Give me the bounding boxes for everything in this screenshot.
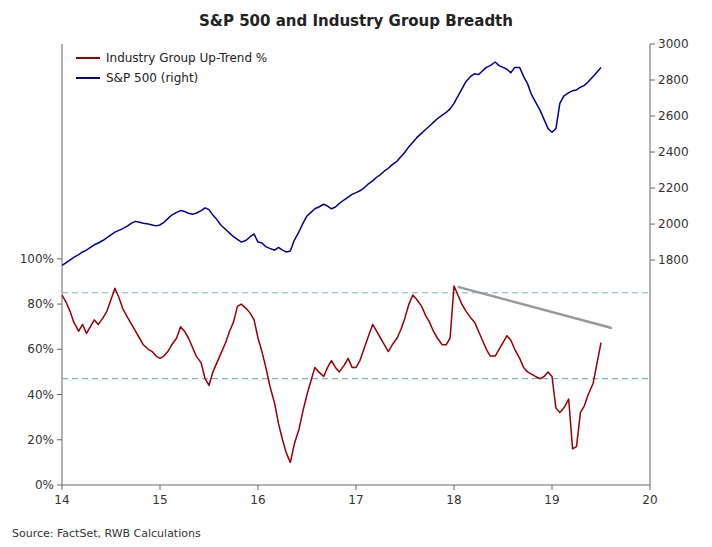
y2-tick <box>650 80 655 81</box>
y2-tick <box>650 44 655 45</box>
series-line <box>62 62 601 265</box>
trend-line <box>459 287 611 328</box>
x-tick-label: 15 <box>152 493 167 507</box>
legend: Industry Group Up-Trend % S&P 500 (right) <box>76 51 267 85</box>
y2-tick-label: 2400 <box>658 145 689 159</box>
x-tick-label: 14 <box>54 493 69 507</box>
x-tick <box>258 485 259 490</box>
legend-label: Industry Group Up-Trend % <box>106 51 267 65</box>
y2-tick-label: 2600 <box>658 109 689 123</box>
x-tick <box>650 485 651 490</box>
x-tick-label: 16 <box>250 493 265 507</box>
y2-tick-label: 2000 <box>658 217 689 231</box>
y2-tick-label: 2800 <box>658 73 689 87</box>
reference-line <box>62 292 650 293</box>
y2-tick <box>650 116 655 117</box>
y-tick-label: 40% <box>27 388 54 402</box>
y-tick <box>57 485 62 486</box>
y-tick-label: 20% <box>27 433 54 447</box>
x-tick <box>160 485 161 490</box>
axes: 14 15 16 17 18 19 20 0% 20% 40% 60% 80% 100% 1800 2000… <box>20 37 689 507</box>
y-tick-label: 0% <box>35 478 54 492</box>
plot-area <box>62 62 650 462</box>
y-tick <box>57 394 62 395</box>
reference-line <box>62 378 650 379</box>
y-tick-label: 80% <box>27 297 54 311</box>
x-tick <box>62 485 63 490</box>
x-tick <box>356 485 357 490</box>
y2-axis-line <box>650 44 651 485</box>
y2-tick-label: 1800 <box>658 253 689 267</box>
x-tick <box>552 485 553 490</box>
chart: S&P 500 and Industry Group Breadth 14 15 16… <box>0 0 712 547</box>
y2-tick <box>650 152 655 153</box>
y-tick <box>57 439 62 440</box>
y2-tick <box>650 188 655 189</box>
x-tick <box>454 485 455 490</box>
source-note: Source: FactSet, RWB Calculations <box>12 527 201 540</box>
legend-swatch <box>76 77 100 79</box>
y2-tick-label: 3000 <box>658 37 689 51</box>
x-tick-label: 19 <box>544 493 559 507</box>
y2-tick-label: 2200 <box>658 181 689 195</box>
legend-label: S&P 500 (right) <box>106 71 198 85</box>
series-line <box>62 286 601 462</box>
y-tick-label: 60% <box>27 342 54 356</box>
title: S&P 500 and Industry Group Breadth <box>199 12 513 30</box>
x-tick-label: 18 <box>446 493 461 507</box>
x-tick-label: 17 <box>348 493 363 507</box>
legend-swatch <box>76 57 100 59</box>
y2-tick <box>650 224 655 225</box>
y-tick <box>57 304 62 305</box>
y-tick <box>57 349 62 350</box>
y-tick-label: 100% <box>20 252 54 266</box>
y2-tick <box>650 260 655 261</box>
x-tick-label: 20 <box>642 493 657 507</box>
y-tick <box>57 258 62 259</box>
